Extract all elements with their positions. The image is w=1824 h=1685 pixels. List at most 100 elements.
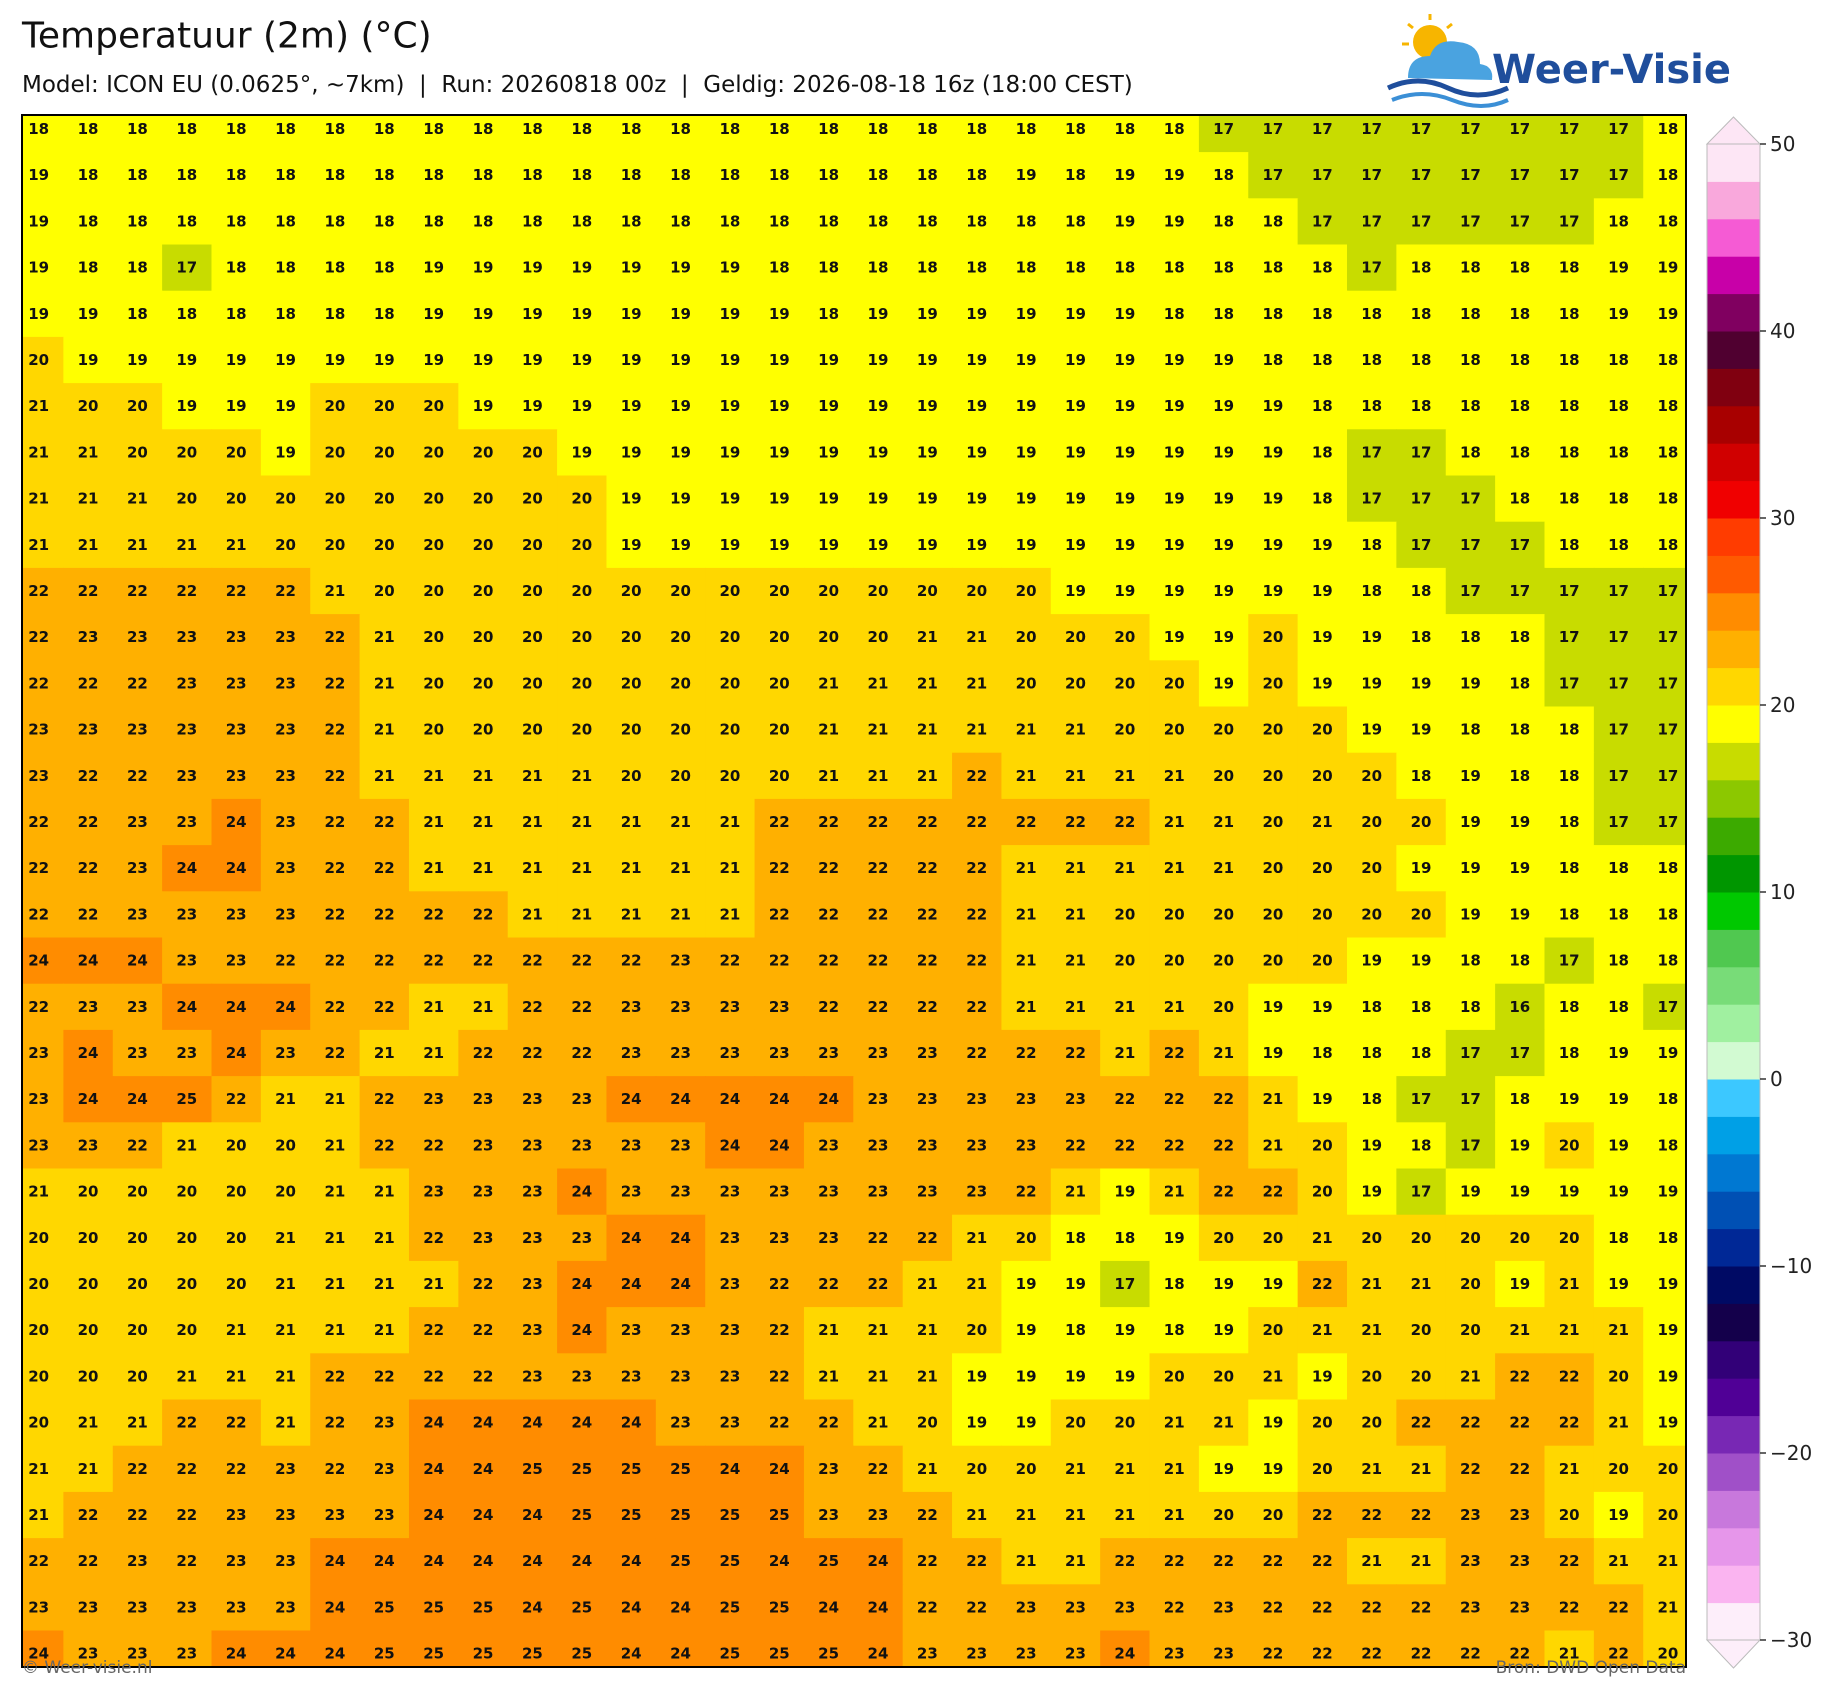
temperature-label: 19 [1509,859,1530,877]
temperature-label: 21 [324,1275,345,1293]
temperature-cell [1248,1491,1299,1539]
temperature-cell [310,845,361,892]
temperature-label: 20 [1411,813,1432,831]
colorbar-band [1707,443,1760,482]
temperature-cell [1593,1260,1644,1308]
temperature-cell [655,1491,706,1539]
temperature-label: 21 [670,905,691,923]
temperature-label: 25 [522,1460,543,1478]
temperature-label: 19 [1213,490,1234,508]
temperature-cell [211,1029,262,1077]
temperature-label: 20 [324,536,345,554]
temperature-cell [408,521,459,569]
temperature-label: 19 [423,351,444,369]
temperature-cell [1347,845,1397,892]
temperature-cell [1198,475,1249,523]
temperature-cell [606,1584,657,1632]
temperature-label: 22 [719,952,740,970]
temperature-label: 22 [473,1275,494,1293]
temperature-cell [952,614,1003,661]
temperature-cell [1544,1214,1595,1262]
temperature-cell [63,1491,114,1539]
temperature-label: 25 [374,1598,395,1616]
temperature-cell [260,1538,311,1585]
temperature-cell [162,521,213,569]
temperature-cell [211,845,262,892]
temperature-cell [310,660,361,708]
temperature-label: 24 [621,1645,642,1663]
temperature-cell [655,1214,706,1262]
temperature-cell [260,1491,311,1539]
colorbar-band [1707,368,1760,407]
temperature-label: 20 [275,490,296,508]
temperature-cell [1248,198,1299,246]
temperature-cell [606,1399,657,1447]
temperature-label: 18 [1657,536,1678,554]
temperature-cell [853,937,904,985]
temperature-label: 18 [522,120,543,138]
temperature-cell [803,1399,854,1447]
temperature-label: 19 [1065,1367,1086,1385]
temperature-label: 22 [78,1552,99,1570]
temperature-cell [1495,983,1546,1031]
temperature-label: 24 [522,1414,543,1432]
temperature-label: 20 [28,1229,49,1247]
temperature-cell [705,845,756,892]
temperature-label: 20 [1263,813,1284,831]
temperature-label: 23 [176,1044,197,1062]
temperature-label: 21 [1213,859,1234,877]
temperature-label: 22 [1114,1136,1135,1154]
temperature-cell [63,1445,114,1493]
temperature-cell [63,152,114,199]
temperature-cell [63,1584,114,1632]
temperature-label: 18 [1657,166,1678,184]
temperature-label: 22 [423,905,444,923]
temperature-label: 22 [324,998,345,1016]
temperature-label: 17 [1460,166,1481,184]
temperature-label: 23 [670,1183,691,1201]
temperature-cell [705,521,756,569]
temperature-label: 25 [621,1506,642,1524]
temperature-label: 24 [1114,1645,1135,1663]
temperature-cell [1198,1168,1249,1216]
temperature-label: 19 [1164,397,1185,415]
temperature-label: 18 [670,166,691,184]
temperature-cell [1100,1076,1151,1123]
temperature-label: 19 [1164,351,1185,369]
temperature-label: 22 [621,952,642,970]
temperature-cell [1100,1122,1151,1170]
temperature-label: 17 [1608,674,1629,692]
temperature-cell [359,1214,410,1262]
temperature-cell [705,198,756,246]
colorbar-band [1707,1565,1760,1604]
temperature-label: 23 [127,905,148,923]
temperature-cell [458,614,509,661]
temperature-cell [853,1491,904,1539]
temperature-label: 17 [1312,212,1333,230]
temperature-label: 23 [28,767,49,785]
temperature-cell [803,752,854,800]
temperature-label: 18 [127,305,148,323]
temperature-label: 19 [571,397,592,415]
temperature-cell [162,1307,213,1354]
temperature-label: 21 [1213,1414,1234,1432]
temperature-label: 19 [1213,1321,1234,1339]
temperature-cell [1396,152,1447,199]
temperature-cell [22,290,64,338]
temperature-label: 22 [917,1229,938,1247]
temperature-cell [754,152,805,199]
temperature-label: 19 [868,490,889,508]
temperature-cell [754,521,805,569]
temperature-cell [458,1491,509,1539]
temperature-cell [803,1538,854,1585]
temperature-label: 21 [473,813,494,831]
temperature-cell [655,706,706,754]
temperature-cell [1396,983,1447,1031]
temperature-cell [557,1168,608,1216]
temperature-cell [63,336,114,384]
temperature-cell [1643,244,1686,292]
temperature-cell [112,1122,163,1170]
temperature-cell [1149,1353,1200,1401]
temperature-label: 18 [1312,305,1333,323]
temperature-cell [1445,198,1496,246]
